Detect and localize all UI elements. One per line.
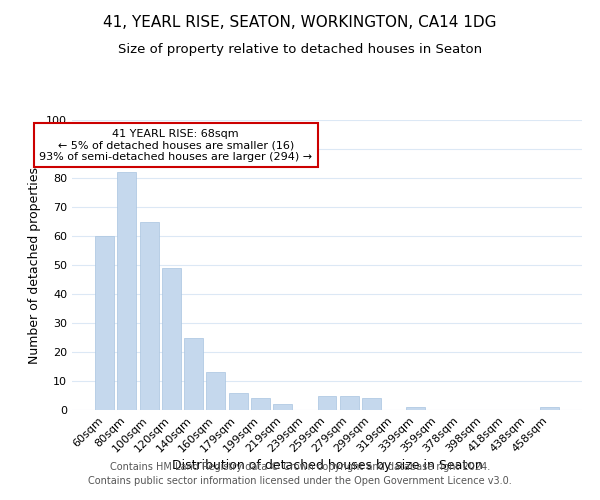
Text: 41, YEARL RISE, SEATON, WORKINGTON, CA14 1DG: 41, YEARL RISE, SEATON, WORKINGTON, CA14… [103, 15, 497, 30]
Bar [229, 392, 248, 410]
Bar [251, 398, 270, 410]
Bar [162, 268, 181, 410]
Bar [317, 396, 337, 410]
Text: Contains public sector information licensed under the Open Government Licence v3: Contains public sector information licen… [88, 476, 512, 486]
Bar [118, 172, 136, 410]
Text: 41 YEARL RISE: 68sqm
← 5% of detached houses are smaller (16)
93% of semi-detach: 41 YEARL RISE: 68sqm ← 5% of detached ho… [39, 128, 313, 162]
Y-axis label: Number of detached properties: Number of detached properties [28, 166, 41, 364]
Bar [340, 396, 359, 410]
Bar [184, 338, 203, 410]
Text: Contains HM Land Registry data © Crown copyright and database right 2024.: Contains HM Land Registry data © Crown c… [110, 462, 490, 472]
Bar [140, 222, 158, 410]
Bar [273, 404, 292, 410]
X-axis label: Distribution of detached houses by size in Seaton: Distribution of detached houses by size … [172, 460, 482, 472]
Bar [406, 407, 425, 410]
Bar [95, 236, 114, 410]
Bar [206, 372, 225, 410]
Bar [362, 398, 381, 410]
Bar [540, 407, 559, 410]
Text: Size of property relative to detached houses in Seaton: Size of property relative to detached ho… [118, 42, 482, 56]
